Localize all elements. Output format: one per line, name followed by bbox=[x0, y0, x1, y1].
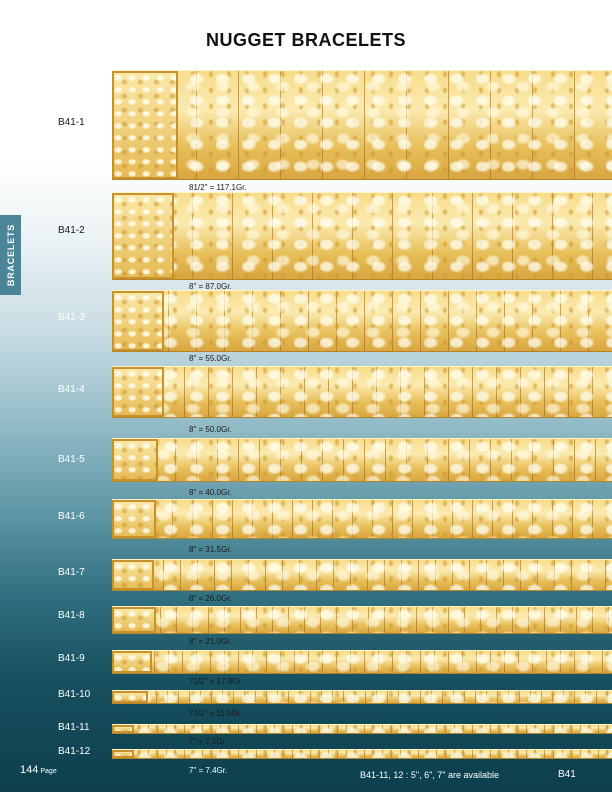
bracelet-image bbox=[112, 650, 612, 674]
item-code: B41-3 bbox=[58, 312, 85, 323]
item-code: B41-7 bbox=[58, 567, 85, 578]
item-weight: 71/2" = 17.3Gr. bbox=[189, 677, 243, 686]
item-weight: 7" = 7.1Gr. bbox=[189, 737, 228, 746]
bracelet-clasp bbox=[112, 607, 156, 633]
bracelet-clasp bbox=[112, 560, 154, 590]
page-number: 144 Page bbox=[20, 764, 57, 776]
item-code: B41-4 bbox=[58, 384, 85, 395]
item-weight: 8" = 26.0Gr. bbox=[189, 594, 232, 603]
bracelet-image bbox=[112, 724, 612, 734]
availability-note: B41-11, 12 : 5", 6", 7" are available bbox=[360, 770, 500, 780]
item-weight: 8" = 40.0Gr. bbox=[189, 488, 232, 497]
bracelet-image bbox=[112, 192, 612, 280]
item-weight: 8" = 87.0Gr. bbox=[189, 282, 232, 291]
item-weight: 8" = 55.0Gr. bbox=[189, 354, 232, 363]
bracelet-image bbox=[112, 499, 612, 539]
item-code: B41-12 bbox=[58, 746, 91, 757]
item-weight: 7" = 7.4Gr. bbox=[189, 766, 228, 775]
item-weight: 8" = 31.5Gr. bbox=[189, 545, 232, 554]
bracelet-image bbox=[112, 749, 612, 759]
bracelet-clasp bbox=[112, 193, 174, 279]
bracelet-image bbox=[112, 70, 612, 180]
bracelet-clasp bbox=[112, 439, 158, 481]
item-weight: 71/2" = 11.5Gr. bbox=[189, 709, 243, 718]
item-code: B41-1 bbox=[58, 117, 85, 128]
bracelet-clasp bbox=[112, 725, 134, 733]
bracelet-image bbox=[112, 290, 612, 352]
item-weight: 8" = 21.0Gr. bbox=[189, 637, 232, 646]
bracelet-clasp bbox=[112, 651, 152, 673]
page-title: NUGGET BRACELETS bbox=[205, 30, 406, 50]
page-number-value: 144 bbox=[20, 764, 39, 776]
section-side-tab: BRACELETS bbox=[0, 215, 21, 295]
item-code: B41-8 bbox=[58, 610, 85, 621]
bracelet-image bbox=[112, 366, 612, 418]
item-code: B41-5 bbox=[58, 454, 85, 465]
bracelet-clasp bbox=[112, 500, 156, 538]
item-code: B41-9 bbox=[58, 653, 85, 664]
page-number-label: Page bbox=[40, 768, 57, 775]
bracelet-clasp bbox=[112, 71, 178, 179]
item-code: B41-10 bbox=[58, 689, 91, 700]
bracelet-image bbox=[112, 438, 612, 482]
item-code: B41-11 bbox=[58, 722, 90, 733]
bracelet-clasp bbox=[112, 291, 164, 351]
section-code: B41 bbox=[558, 769, 576, 780]
bracelet-clasp bbox=[112, 367, 164, 417]
item-weight: 8" = 50.0Gr. bbox=[189, 425, 232, 434]
bracelet-image bbox=[112, 559, 612, 591]
item-weight: 81/2" = 117.1Gr. bbox=[189, 183, 247, 192]
item-code: B41-2 bbox=[58, 225, 85, 236]
item-code: B41-6 bbox=[58, 511, 85, 522]
bracelet-clasp bbox=[112, 750, 134, 758]
side-tab-label: BRACELETS bbox=[5, 223, 16, 287]
bracelet-image bbox=[112, 606, 612, 634]
bracelet-clasp bbox=[112, 691, 148, 703]
bracelet-image bbox=[112, 690, 612, 704]
